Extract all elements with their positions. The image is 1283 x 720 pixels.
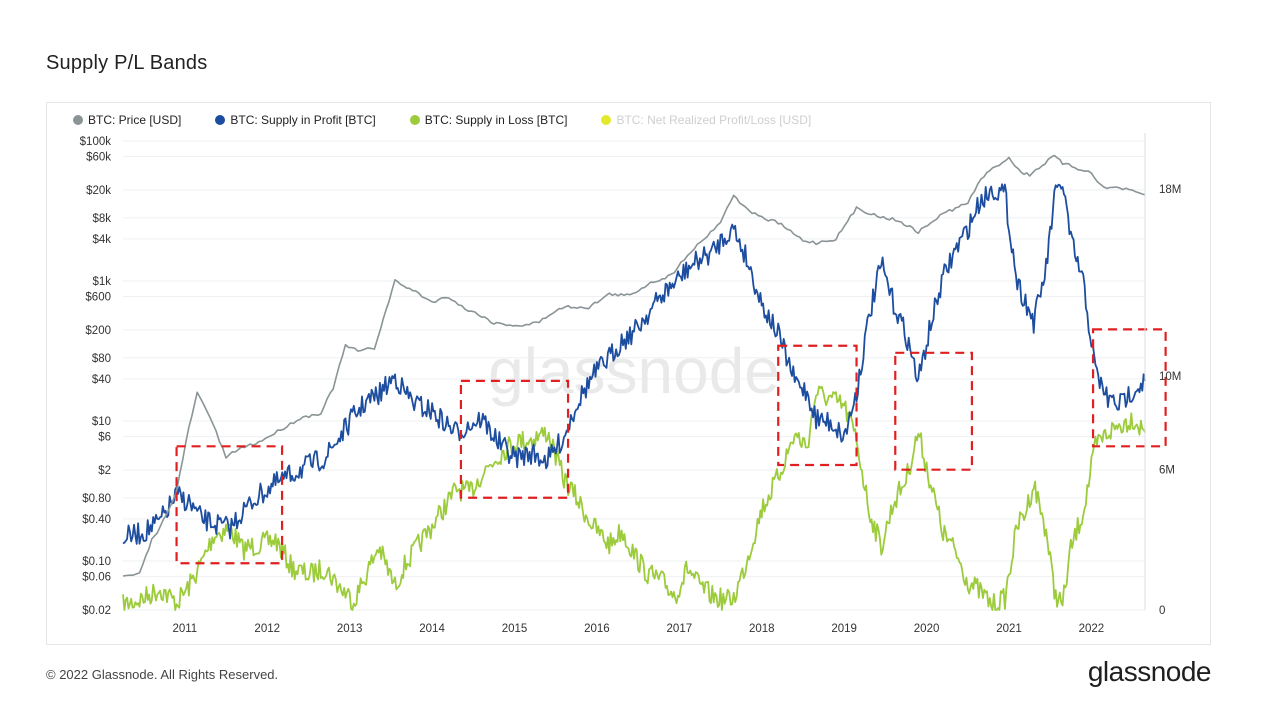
copyright-text: © 2022 Glassnode. All Rights Reserved. — [46, 667, 279, 682]
legend-item-supply-in-profit[interactable]: BTC: Supply in Profit [BTC] — [215, 113, 376, 127]
y-left-tick-label: $100k — [80, 136, 112, 148]
legend-dot-net-realized — [601, 115, 612, 125]
highlight-box-0 — [175, 445, 284, 565]
legend-label-supply-in-profit: BTC: Supply in Profit [BTC] — [230, 113, 376, 127]
y-left-tick-label: $20k — [86, 185, 111, 197]
y-left-tick-label: $200 — [85, 325, 111, 337]
y-left-tick-label: $6 — [98, 432, 111, 444]
y-left-tick-label: $4k — [92, 234, 111, 246]
legend-item-supply-in-loss[interactable]: BTC: Supply in Loss [BTC] — [409, 113, 568, 127]
y-left-tick-label: $0.80 — [82, 493, 111, 505]
x-tick-label: 2020 — [914, 623, 940, 635]
highlight-box-3 — [894, 351, 974, 471]
y-left-tick-label: $80 — [92, 353, 111, 365]
highlight-box-1 — [459, 379, 570, 499]
legend-label-price: BTC: Price [USD] — [88, 113, 182, 127]
x-tick-label: 2022 — [1079, 623, 1105, 635]
chart-plot: glassnode $100k $60k $20k $8k $4k $1k $600 $200… — [80, 133, 1181, 635]
series-line-price — [122, 154, 1146, 577]
x-tick-label: 2012 — [254, 623, 280, 635]
y-left-tick-label: $10 — [92, 416, 111, 428]
chart-legend: BTC: Price [USD] BTC: Supply in Profit [… — [73, 113, 845, 127]
axes-layer: $100k $60k $20k $8k $4k $1k $600 $200 $80 $40 $10 $… — [80, 133, 1181, 635]
x-tick-label: 2014 — [419, 623, 445, 635]
series-line-supply-in-loss — [122, 385, 1146, 611]
y-left-tick-label: $8k — [92, 213, 111, 225]
x-tick-label: 2021 — [996, 623, 1022, 635]
series-layer — [122, 154, 1146, 611]
y-right-tick-label: 0 — [1159, 605, 1165, 617]
y-left-tick-label: $0.10 — [82, 556, 111, 568]
legend-label-supply-in-loss: BTC: Supply in Loss [BTC] — [424, 113, 568, 127]
y-right-tick-label: 18M — [1159, 184, 1181, 196]
highlight-box-4 — [1091, 328, 1167, 448]
x-tick-label: 2011 — [172, 623, 197, 635]
y-left-tick-label: $40 — [92, 374, 111, 386]
y-right-tick-label: 10M — [1159, 371, 1181, 383]
x-tick-label: 2018 — [749, 623, 775, 635]
series-line-supply-in-profit — [122, 183, 1146, 545]
y-left-tick-label: $1k — [92, 276, 111, 288]
page-title: Supply P/L Bands — [46, 52, 208, 74]
legend-item-price[interactable]: BTC: Price [USD] — [73, 113, 181, 127]
x-tick-label: 2019 — [831, 623, 857, 635]
x-tick-label: 2016 — [584, 623, 610, 635]
y-left-tick-label: $60k — [86, 152, 111, 164]
highlight-box-2 — [777, 344, 858, 467]
watermark-text: glassnode — [488, 335, 780, 407]
x-tick-label: 2013 — [337, 623, 363, 635]
x-tick-label: 2017 — [667, 623, 693, 635]
legend-dot-supply-in-profit — [215, 115, 226, 125]
y-left-tick-label: $0.06 — [82, 572, 111, 584]
brand-logo[interactable]: glassnode — [1087, 656, 1212, 687]
y-left-tick-label: $600 — [85, 292, 111, 304]
chart-panel: BTC: Price [USD] BTC: Supply in Profit [… — [46, 102, 1211, 645]
y-left-tick-label: $0.40 — [82, 514, 111, 526]
legend-item-net-realized[interactable]: BTC: Net Realized Profit/Loss [USD] — [601, 113, 811, 127]
legend-dot-price — [73, 115, 83, 125]
y-right-tick-label: 6M — [1159, 465, 1175, 477]
legend-dot-supply-in-loss — [409, 115, 420, 125]
legend-label-net-realized: BTC: Net Realized Profit/Loss [USD] — [616, 113, 812, 127]
highlight-boxes — [175, 328, 1167, 565]
y-left-tick-label: $0.02 — [82, 605, 111, 617]
grid-lines — [123, 140, 1145, 611]
y-left-tick-label: $2 — [98, 465, 111, 477]
x-tick-label: 2015 — [502, 623, 528, 635]
